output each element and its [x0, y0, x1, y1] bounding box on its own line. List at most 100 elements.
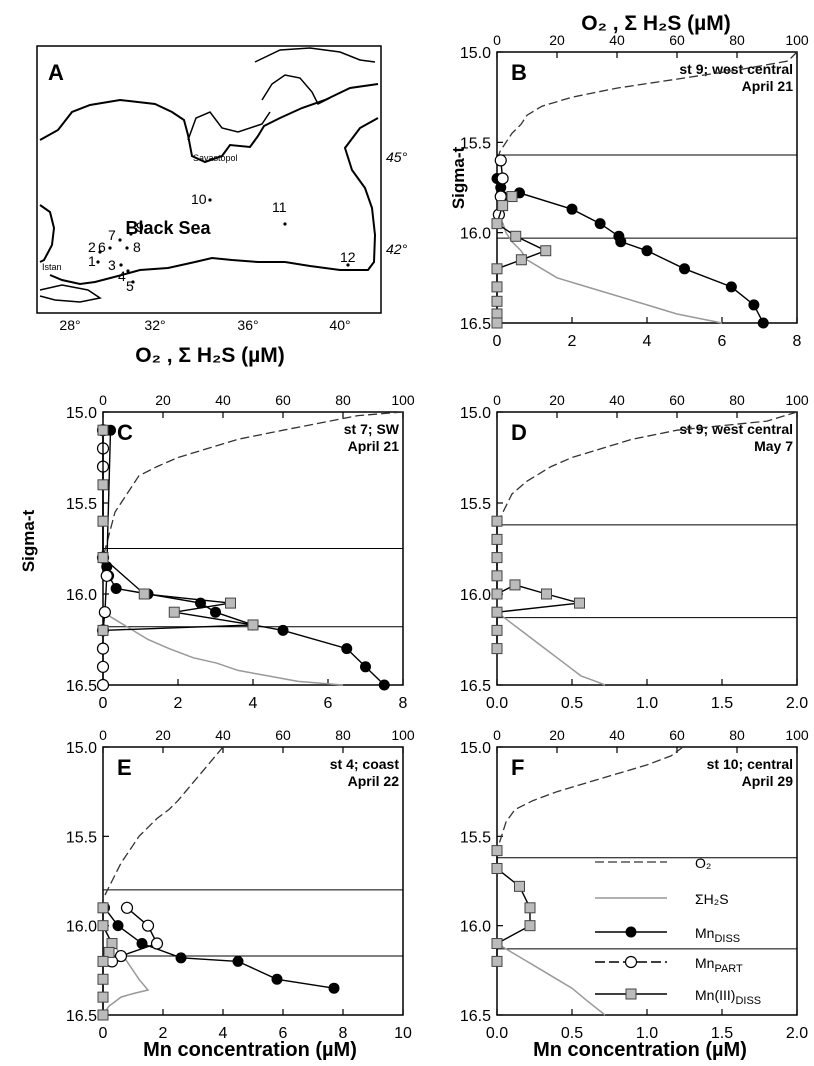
h2s-profile-line	[102, 611, 344, 686]
h2s-profile-line	[496, 942, 606, 1016]
x-tick-label: 1.0	[636, 1025, 658, 1042]
y-tick-label: 15.5	[460, 496, 491, 513]
mn3-diss-point	[491, 295, 503, 307]
mn3-diss-point	[574, 597, 585, 609]
legend-marker	[625, 988, 637, 1000]
y-tick-label: 16.5	[460, 678, 491, 695]
y-tick-label: 15.5	[460, 135, 491, 152]
mn3-diss-point	[491, 552, 503, 564]
mn3-diss-point	[491, 643, 503, 655]
mn3-diss-point	[491, 308, 503, 320]
panel-letter: B	[511, 60, 527, 85]
sigma-t-label-left: Sigma-t	[19, 509, 38, 572]
mn3-diss-point	[491, 570, 503, 582]
bottom-axis-title-right: Mn concentration (µM)	[533, 1039, 747, 1061]
mn3-diss-point	[491, 263, 503, 275]
y-tick-label: 15.0	[460, 405, 491, 422]
mn3-diss-point	[509, 579, 521, 591]
mn-diss-point	[566, 203, 578, 215]
x-tick-label: 0.0	[486, 1025, 508, 1042]
station-1: 1	[88, 253, 100, 269]
map-sea-label: Black Sea	[125, 218, 211, 238]
mn3-diss-point	[510, 230, 522, 242]
mn-part-point	[496, 172, 509, 185]
panel-annotation: April 29	[742, 773, 794, 789]
y-tick-label: 16.5	[460, 1008, 491, 1025]
x-tick-label: 8	[339, 1025, 348, 1042]
mn-diss-point	[757, 317, 769, 329]
svg-text:11: 11	[272, 199, 287, 215]
top-tick-label: 0	[493, 392, 501, 408]
panel-f: 15.0 15.5 16.0 16.50.0 0.5 1.0 1.5 2.0 0 20 40 60 80…	[460, 727, 809, 1042]
station-7: 7	[108, 227, 122, 243]
top-tick-label: 60	[669, 727, 685, 743]
legend-marker	[624, 955, 638, 969]
top-axis-title-right: O₂ , Σ H₂S (µM)	[581, 12, 731, 35]
top-tick-label: 20	[549, 32, 565, 48]
top-tick-label: 80	[335, 727, 351, 743]
top-tick-label: 100	[785, 392, 809, 408]
map-panel-letter: A	[48, 60, 64, 85]
o2-profile-line	[102, 746, 224, 900]
plot-frame	[102, 746, 404, 1016]
x-tick-label: 2.0	[786, 1025, 808, 1042]
mn-diss-point	[360, 661, 371, 673]
mn3-diss-point	[168, 606, 180, 618]
panel-annotation: st 9; west central	[679, 421, 793, 437]
x-tick-label: 8	[399, 695, 408, 712]
x-tick-label: 4	[219, 1025, 228, 1042]
map-frame	[36, 45, 382, 314]
panel-annotation: st 10; central	[707, 756, 793, 772]
top-tick-label: 20	[155, 727, 171, 743]
crimea-outline	[187, 47, 376, 141]
mn3-diss-point	[491, 606, 503, 618]
mn-profile-line	[496, 178, 764, 324]
h2s-profile-line	[496, 214, 723, 324]
mn3-diss-point	[97, 552, 109, 564]
x-tick-label: 2	[159, 1025, 168, 1042]
y-tick-label: 15.5	[460, 829, 491, 846]
x-tick-label: 1.5	[711, 1025, 733, 1042]
svg-text:6: 6	[98, 239, 106, 255]
x-tick-label: 0.5	[561, 1025, 583, 1042]
map-lon-label: 32°	[144, 317, 165, 333]
legend-item-h2s: ΣH₂S	[595, 891, 729, 907]
x-tick-label: 1.0	[636, 695, 658, 712]
mn3-diss-point	[97, 479, 109, 491]
mn-diss-point	[175, 952, 187, 964]
x-tick-label: 2	[174, 695, 183, 712]
mn-diss-point	[378, 679, 390, 691]
x-tick-label: 4	[643, 333, 652, 350]
mn3-diss-point	[225, 597, 236, 609]
mn-diss-point	[594, 218, 606, 230]
x-tick-label: 4	[249, 695, 258, 712]
bottom-axis-title-left: Mn concentration (µM)	[143, 1039, 357, 1061]
mn3-diss-point	[491, 845, 503, 857]
mn-part-point	[114, 949, 128, 963]
top-tick-label: 60	[275, 392, 291, 408]
mn3-diss-point	[103, 946, 115, 958]
mn-part-point	[98, 606, 111, 619]
legend: O₂ ΣH₂S MnDISS MnPART Mn(III)DISS	[595, 855, 761, 1007]
mn-part-point	[150, 937, 164, 950]
top-tick-label: 60	[275, 727, 291, 743]
mn3-diss-point	[491, 862, 503, 874]
mn-part-point	[96, 660, 110, 673]
top-tick-label: 60	[669, 32, 685, 48]
marmara-outline	[39, 284, 102, 303]
top-tick-label: 40	[609, 32, 625, 48]
map-city-label: Istan	[42, 262, 62, 272]
mn3-diss-point	[514, 880, 525, 892]
top-tick-label: 0	[99, 392, 107, 408]
top-tick-label: 40	[609, 727, 625, 743]
legend-item-mn-diss: MnDISS	[595, 925, 740, 945]
mn3-diss-point	[97, 902, 109, 914]
station-12: 12	[340, 249, 356, 267]
panel-annotation: st 9; west central	[679, 61, 793, 77]
y-tick-label: 15.0	[66, 740, 97, 757]
mn3-diss-point	[491, 588, 503, 600]
y-tick-label: 15.5	[66, 496, 97, 513]
top-tick-label: 80	[729, 392, 745, 408]
